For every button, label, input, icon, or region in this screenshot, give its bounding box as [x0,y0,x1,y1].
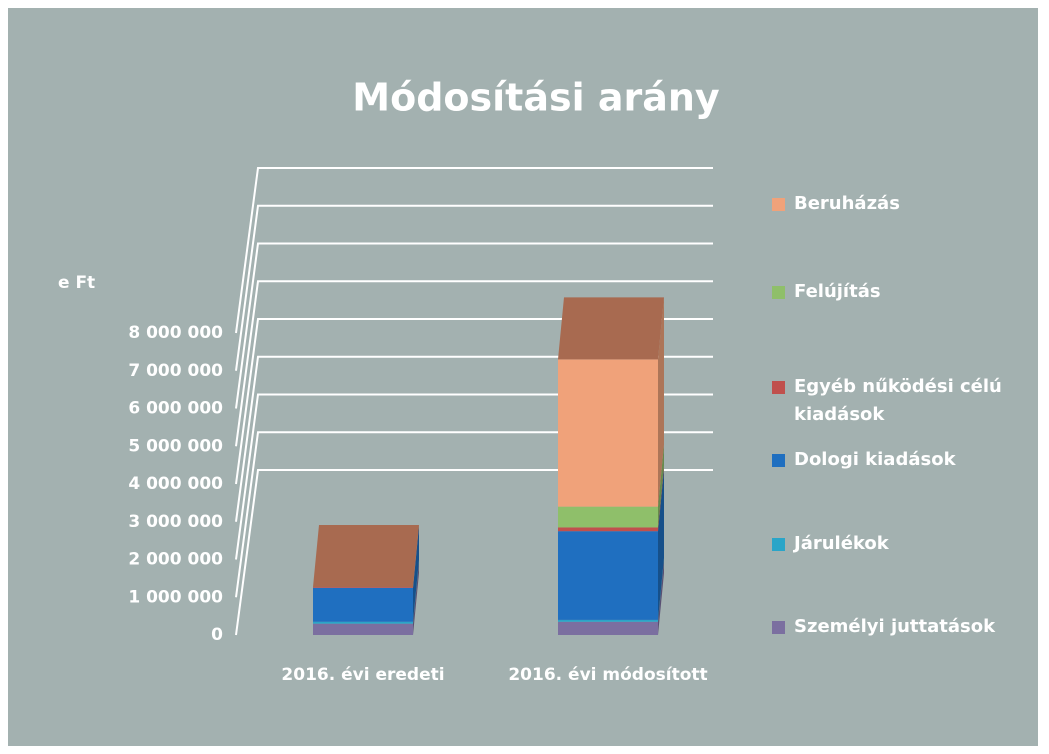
legend-item: Beruházás [768,190,1038,218]
bar-side [658,469,664,620]
bar-top [313,525,419,588]
grid-line [235,318,713,485]
bar-segment [313,623,413,635]
bar-side [658,444,664,528]
bar-side [413,525,419,588]
grid-line [235,280,713,447]
chart-area: Módosítási arány e Ft 0 1 000 000 2 000 00… [8,8,1038,746]
bar-side [658,465,664,532]
y-tick-label: 1 000 000 [128,587,223,607]
legend-item: Személyi juttatások [768,613,1038,641]
legend-swatch [772,286,785,299]
grid-line [235,167,713,334]
legend-label: Beruházás [794,193,900,214]
y-tick-label: 2 000 000 [128,550,223,570]
y-axis-label: e Ft [58,273,95,293]
bar-segment [558,621,658,635]
legend-swatch [772,621,785,634]
legend-item: Egyéb nűködési célú kiadások [768,373,1038,429]
y-tick-label: 5 000 000 [128,436,223,456]
x-tick-label: 2016. évi módosított [508,665,707,685]
x-tick-label: 2016. évi eredeti [281,665,444,685]
legend-item: Felújítás [768,278,1038,306]
y-tick-label: 6 000 000 [128,399,223,419]
bar-side [658,559,664,635]
y-tick-label: 4 000 000 [128,474,223,494]
y-tick-label: 7 000 000 [128,361,223,381]
legend-label: Járulékok [794,533,889,554]
legend-label: Egyéb nűködési célú kiadások [794,376,1002,425]
bar-segment [558,359,658,507]
grid-line [235,204,713,371]
bar-segment [558,506,658,528]
grid-line [235,242,713,409]
legend-label: Dologi kiadások [794,449,956,470]
legend-item: Dologi kiadások [768,446,1038,474]
bar-side [413,561,419,635]
bar-segment [313,621,413,624]
legend-swatch [772,198,785,211]
legend-label: Felújítás [794,281,881,302]
bar-segment [313,587,413,588]
bar-side [658,297,664,507]
bar-side [658,557,664,622]
legend-label: Személyi juttatások [794,616,996,637]
y-tick-label: 8 000 000 [128,323,223,343]
legend-swatch [772,454,785,467]
bar-side [413,525,419,622]
bar-side [413,559,419,624]
legend-item: Járulékok [768,530,1038,558]
legend-swatch [772,381,785,394]
y-tick-label: 3 000 000 [128,512,223,532]
legend-swatch [772,538,785,551]
bar-top [558,297,664,360]
y-tick-label: 0 [211,625,223,645]
chart-title: Módosítási arány [352,76,720,120]
bar-segment [313,587,413,622]
chart: Módosítási arány e Ft 0 1 000 000 2 000 00… [58,76,720,686]
bar-segment [558,619,658,622]
bar-segment [558,531,658,620]
bar-segment [558,527,658,532]
